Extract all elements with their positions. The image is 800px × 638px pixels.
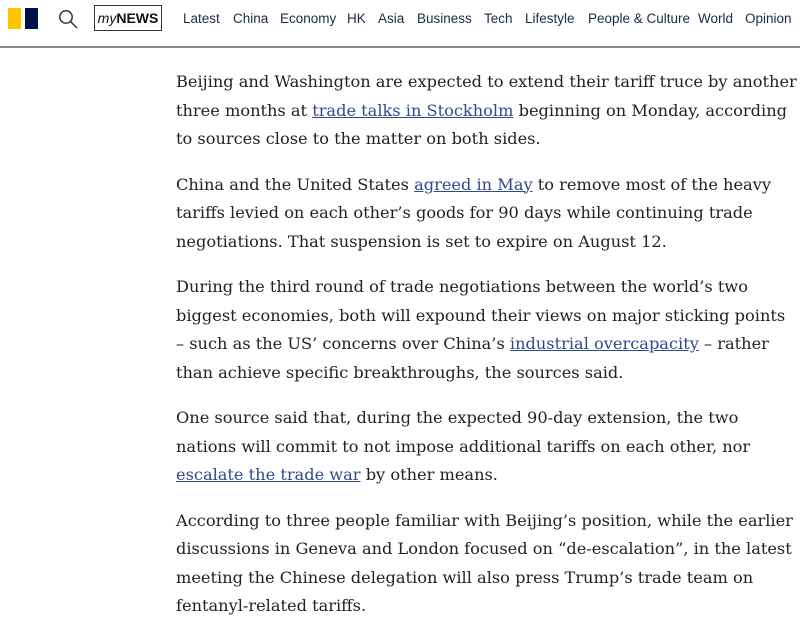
mynews-button[interactable]: myNEWS (94, 5, 162, 31)
paragraph-text: During the third round of trade negotiat… (176, 277, 786, 353)
nav-economy[interactable]: Economy (280, 11, 337, 26)
inline-link[interactable]: escalate the trade war (176, 465, 361, 484)
paragraph-text: to remove most of the heavy tariffs levi… (176, 174, 771, 251)
nav-world[interactable]: World (698, 11, 734, 26)
nav-hk[interactable]: HK (347, 11, 366, 26)
logo-yellow-block[interactable] (8, 8, 21, 29)
nav-tech[interactable]: Tech (484, 11, 513, 26)
logo-navy-block[interactable] (25, 8, 38, 29)
nav-china[interactable]: China (233, 11, 269, 26)
mynews-prefix: my (97, 10, 117, 26)
nav-asia[interactable]: Asia (378, 11, 405, 26)
paragraph-text: beginning on Monday, according to source… (176, 100, 787, 149)
article-paragraph: One source said that, during the expecte… (176, 404, 800, 490)
inline-link[interactable]: agreed in May (414, 174, 533, 194)
site-header: myNEWS Latest China Economy HK Asia Business T… (0, 0, 800, 48)
article-paragraph: During the third round of trade negotiat… (176, 273, 800, 387)
nav-latest[interactable]: Latest (183, 11, 220, 26)
article-body: Beijing and Washington are expected to e… (176, 68, 800, 638)
article-paragraph: According to three people familiar with … (176, 507, 800, 621)
search-icon[interactable] (58, 9, 78, 29)
paragraph-text: One source said that, during the expecte… (176, 408, 751, 456)
paragraph-text: According to three people familiar with … (176, 510, 793, 616)
mynews-suffix: NEWS (116, 10, 159, 26)
nav-lifestyle[interactable]: Lifestyle (525, 11, 575, 26)
article-paragraph: China and the United States agreed in Ma… (176, 171, 800, 257)
article-paragraph: Beijing and Washington are expected to e… (176, 68, 800, 154)
paragraph-text: by other means. (360, 465, 498, 484)
paragraph-text: China and the United States (176, 174, 415, 194)
nav-opinion[interactable]: Opinion (745, 11, 792, 26)
paragraph-text: – rather than achieve specific breakthro… (176, 334, 769, 382)
nav-people-culture[interactable]: People & Culture (588, 11, 691, 26)
nav-business[interactable]: Business (417, 11, 472, 26)
inline-link[interactable]: industrial overcapacity (509, 334, 699, 353)
paragraph-text: Beijing and Washington are expected to e… (176, 72, 797, 120)
inline-link[interactable]: trade talks in Stockholm (312, 100, 514, 120)
